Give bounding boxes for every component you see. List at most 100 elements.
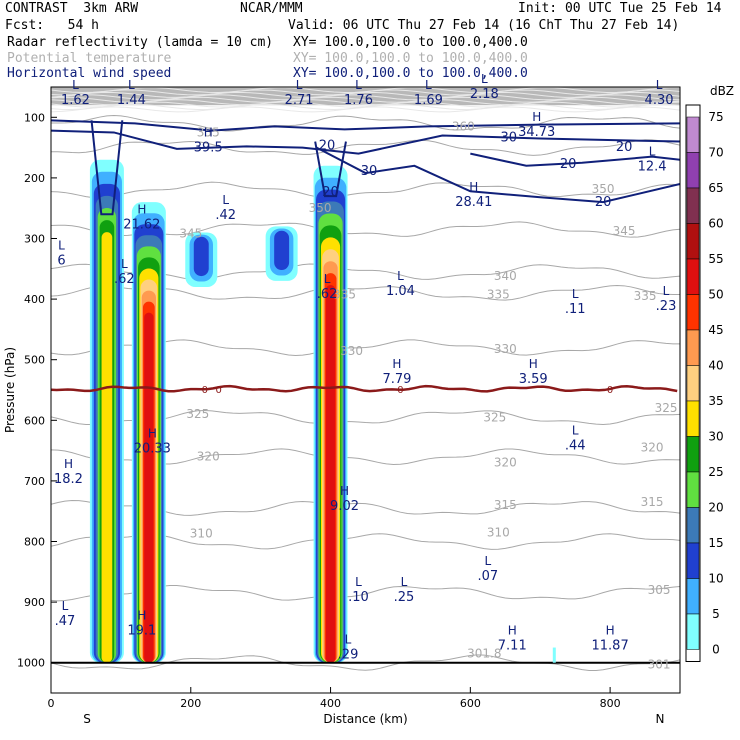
reflectivity-band-35 — [101, 232, 113, 663]
reflectivity-column — [313, 165, 348, 663]
theta-label: 301.8 — [467, 647, 501, 661]
extremum-value: 4.30 — [645, 93, 674, 108]
extremum-type: L — [649, 145, 656, 159]
extremum-value: 19.1 — [127, 623, 156, 638]
extremum-type: H — [392, 357, 401, 371]
reflectivity-band-15 — [274, 230, 290, 271]
extremum-value: 1.62 — [61, 93, 90, 108]
extremum-value: 7.79 — [382, 372, 411, 387]
upper-theta-band — [51, 87, 680, 106]
theta-label: 350 — [592, 182, 615, 196]
theta-label: 360 — [452, 119, 475, 133]
colorbar-swatch — [686, 365, 700, 402]
extremum-type: H — [137, 608, 146, 622]
y-tick-label: 700 — [24, 475, 45, 488]
extremum-type: L — [401, 575, 408, 589]
extremum-type: H — [508, 623, 517, 637]
reflectivity-band-55 — [144, 312, 154, 663]
theta-label: 355 — [197, 125, 220, 139]
x-tick-label: 800 — [600, 697, 621, 710]
x-tick-label: 0 — [48, 697, 55, 710]
colorbar-swatch — [686, 258, 700, 295]
extremum-value: .07 — [477, 569, 498, 584]
theta-label: 315 — [641, 495, 664, 509]
theta-label: 345 — [179, 227, 202, 241]
colorbar-label: 15 — [708, 536, 723, 550]
extremum-type: H — [469, 180, 478, 194]
theta-contour-301 — [51, 654, 680, 671]
extremum-value: 3.59 — [519, 372, 548, 387]
extremum-type: H — [137, 202, 146, 216]
extremum-value: .44 — [565, 438, 586, 453]
theta-label: 325 — [483, 410, 506, 424]
forecast-hour: Fcst: 54 h — [5, 18, 99, 33]
extremum-value: 1.69 — [414, 93, 443, 108]
extremum-value: .62 — [317, 287, 338, 302]
freezing-level-label: 0 — [397, 385, 403, 396]
colorbar-label: 35 — [708, 394, 723, 408]
reflectivity-column — [265, 226, 298, 281]
colorbar-swatch — [686, 578, 700, 615]
colorbar-unit: dBZ — [710, 84, 734, 98]
extremum-type: H — [340, 484, 349, 498]
x-tick-label: 200 — [180, 697, 201, 710]
upper-theta-contour — [51, 101, 680, 108]
field-reflectivity-xy: XY= 100.0,100.0 to 100.0,400.0 — [293, 35, 528, 50]
theta-label: 335 — [333, 287, 356, 301]
theta-contour-350 — [51, 181, 680, 199]
north-label: N — [656, 712, 665, 726]
extremum-value: 6 — [57, 254, 65, 269]
extremum-value: 2.71 — [285, 93, 314, 108]
freezing-level-label: 0 — [202, 385, 208, 396]
colorbar-swatch — [686, 294, 700, 331]
colorbar-label: 0 — [712, 643, 720, 657]
south-label: S — [83, 712, 91, 726]
reflectivity-column — [89, 159, 124, 663]
theta-contour-360 — [51, 114, 680, 132]
theta-label: 320 — [197, 450, 220, 464]
theta-label: 335 — [487, 287, 510, 301]
upper-theta-contour — [51, 106, 680, 113]
colorbar-label: 40 — [708, 359, 723, 373]
colorbar-swatch — [686, 542, 700, 579]
extremum-type: L — [484, 554, 491, 568]
colorbar-label: 30 — [708, 430, 723, 444]
colorbar-label: 20 — [708, 501, 723, 515]
init-time: Init: 00 UTC Tue 25 Feb 14 — [518, 1, 722, 16]
upper-theta-contour — [51, 99, 680, 106]
theta-label: 305 — [648, 583, 671, 597]
theta-label: 330 — [340, 344, 363, 358]
extremum-value: 28.41 — [455, 195, 492, 210]
extremum-value: 11.87 — [592, 638, 629, 653]
extremum-value: .23 — [656, 299, 677, 314]
colorbar-label: 55 — [708, 252, 723, 266]
extremum-value: 1.76 — [344, 93, 373, 108]
extremum-value: 1.04 — [386, 284, 415, 299]
y-tick-label: 300 — [24, 233, 45, 246]
colorbar-label: 5 — [712, 607, 720, 621]
extremum-type: L — [397, 269, 404, 283]
extremum-value: .29 — [338, 648, 359, 663]
field-theta-xy: XY= 100.0,100.0 to 100.0,400.0 — [293, 51, 528, 66]
extremum-value: .10 — [348, 590, 369, 605]
colorbar-swatch — [686, 400, 700, 437]
extremum-type: H — [532, 110, 541, 124]
extremum-type: L — [128, 78, 135, 92]
colorbar-label: 10 — [708, 572, 723, 586]
upper-theta-contour — [51, 91, 680, 98]
theta-label: 301 — [648, 658, 671, 672]
extremum-type: L — [296, 78, 303, 92]
theta-label: 320 — [641, 441, 664, 455]
extremum-type: L — [121, 257, 128, 271]
wind-label: 20 — [616, 140, 633, 155]
extremum-type: L — [663, 284, 670, 298]
field-theta-label: Potential temperature — [7, 51, 172, 66]
y-tick-label: 100 — [24, 111, 45, 124]
extremum-type: H — [64, 457, 73, 471]
wind-label: 20 — [322, 185, 339, 200]
wind-label: 20 — [595, 195, 612, 210]
colorbar-swatch — [686, 507, 700, 544]
extremum-type: L — [62, 599, 69, 613]
y-tick-label: 1000 — [17, 657, 45, 670]
org-label: NCAR/MMM — [240, 1, 303, 16]
